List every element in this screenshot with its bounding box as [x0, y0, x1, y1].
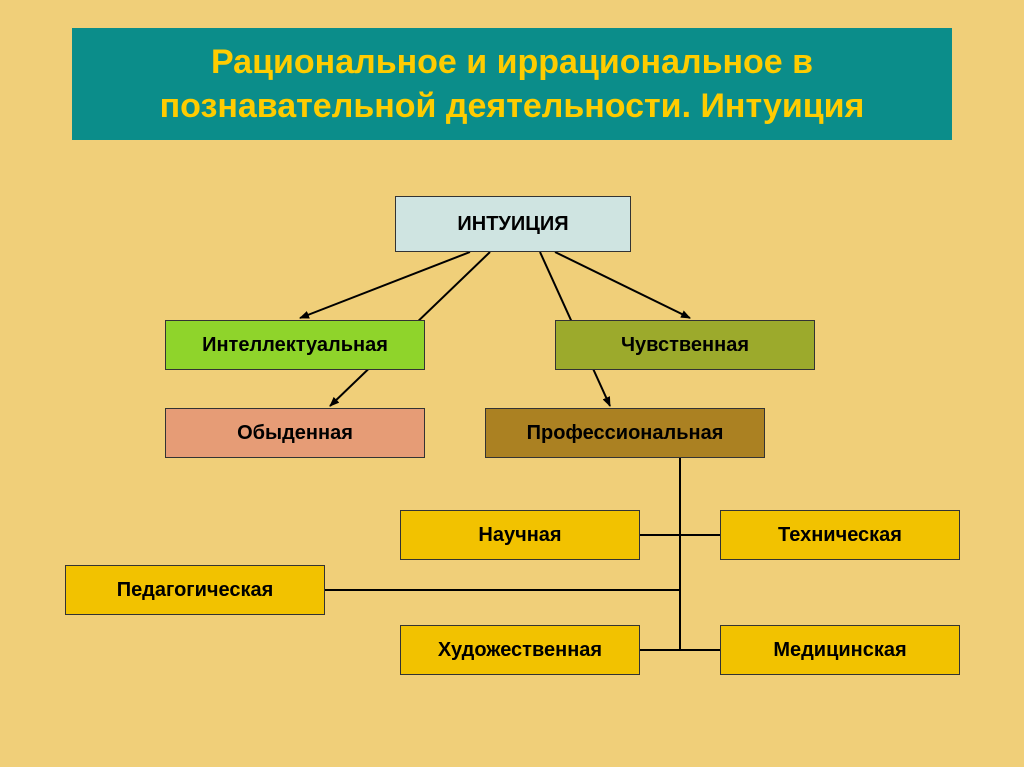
node-ord: Обыденная: [165, 408, 425, 458]
node-label: Техническая: [778, 524, 902, 547]
node-label: Чувственная: [621, 334, 749, 357]
node-label: Профессиональная: [527, 422, 724, 445]
node-med: Медицинская: [720, 625, 960, 675]
node-art: Художественная: [400, 625, 640, 675]
node-intel: Интеллектуальная: [165, 320, 425, 370]
slide-canvas: Рациональное и иррациональное в познават…: [0, 0, 1024, 767]
slide-title: Рациональное и иррациональное в познават…: [72, 28, 952, 140]
node-sens: Чувственная: [555, 320, 815, 370]
node-ped: Педагогическая: [65, 565, 325, 615]
node-label: Педагогическая: [117, 579, 274, 602]
node-label: Обыденная: [237, 422, 353, 445]
node-sci: Научная: [400, 510, 640, 560]
node-root: ИНТУИЦИЯ: [395, 196, 631, 252]
node-prof: Профессиональная: [485, 408, 765, 458]
node-label: Интеллектуальная: [202, 334, 388, 357]
node-tech: Техническая: [720, 510, 960, 560]
node-label: Медицинская: [773, 639, 906, 662]
node-label: Художественная: [438, 639, 602, 662]
node-label: Научная: [478, 524, 561, 547]
node-label: ИНТУИЦИЯ: [457, 213, 568, 236]
slide-title-text: Рациональное и иррациональное в познават…: [92, 40, 932, 128]
